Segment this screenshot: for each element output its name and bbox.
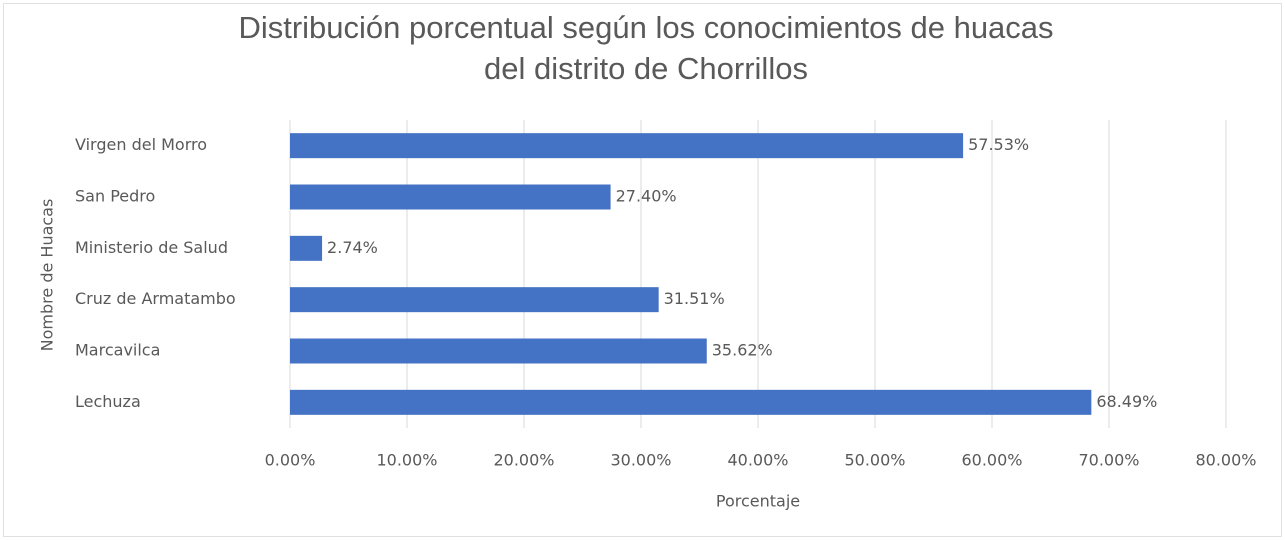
y-tick-label: Cruz de Armatambo [75,289,236,308]
y-tick-label: Lechuza [75,392,141,411]
y-tick-label: Ministerio de Salud [75,238,228,257]
x-tick-label: 30.00% [610,451,671,470]
y-tick-label: Virgen del Morro [75,135,207,154]
bar [290,287,659,313]
data-label: 35.62% [712,341,773,360]
x-axis-label: Porcentaje [716,492,800,511]
y-axis-label: Nombre de Huacas [38,199,57,352]
data-label: 68.49% [1096,392,1157,411]
x-tick-label: 10.00% [376,451,437,470]
data-label: 31.51% [664,289,725,308]
bar [290,184,611,210]
data-label: 2.74% [327,238,378,257]
x-tick-label: 80.00% [1195,451,1256,470]
bar [290,133,964,159]
chart-title: del distrito de Chorrillos [484,51,808,86]
data-label: 27.40% [616,187,677,206]
bar [290,389,1092,415]
x-tick-label: 70.00% [1078,451,1139,470]
bar [290,338,707,364]
chart-frame [3,3,1282,537]
x-tick-label: 0.00% [265,451,316,470]
x-tick-label: 50.00% [844,451,905,470]
x-tick-label: 60.00% [961,451,1022,470]
y-tick-label: Marcavilca [75,341,160,360]
bar [290,235,323,261]
chart-title: Distribución porcentual según los conoci… [238,10,1053,45]
data-label: 57.53% [968,135,1029,154]
x-tick-label: 40.00% [727,451,788,470]
y-tick-label: San Pedro [75,187,155,206]
x-tick-label: 20.00% [493,451,554,470]
